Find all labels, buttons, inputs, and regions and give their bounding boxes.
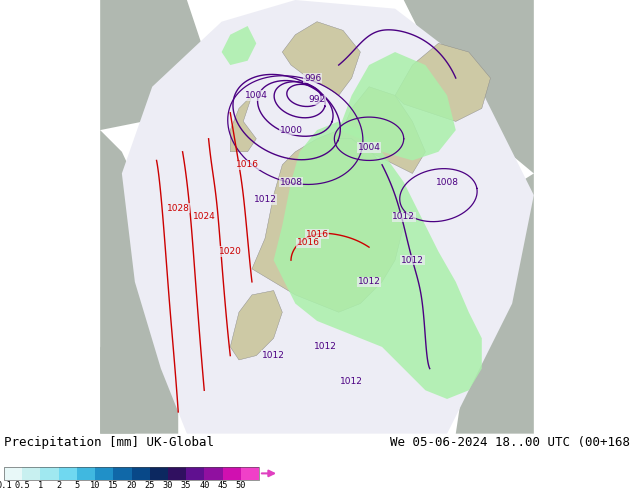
Polygon shape	[395, 44, 491, 122]
Bar	[131, 467, 150, 480]
Bar	[223, 467, 241, 480]
Polygon shape	[339, 52, 456, 160]
Text: 1004: 1004	[245, 91, 268, 100]
Polygon shape	[230, 291, 282, 360]
Polygon shape	[230, 96, 256, 152]
Polygon shape	[456, 173, 534, 434]
Text: 1024: 1024	[193, 212, 216, 221]
Text: 1000: 1000	[280, 125, 302, 135]
Text: 40: 40	[199, 482, 210, 490]
Bar	[113, 467, 131, 480]
Text: 1012: 1012	[392, 212, 415, 221]
Polygon shape	[339, 87, 425, 173]
Text: Precipitation [mm] UK-Global: Precipitation [mm] UK-Global	[4, 436, 214, 449]
Bar	[4, 467, 259, 480]
Bar	[22, 467, 41, 480]
Bar	[4, 467, 22, 480]
Bar	[41, 467, 58, 480]
Text: 0.5: 0.5	[15, 482, 30, 490]
Polygon shape	[282, 22, 360, 96]
Text: 1008: 1008	[280, 178, 302, 187]
Bar	[77, 467, 95, 480]
Text: 1: 1	[38, 482, 43, 490]
Text: 1028: 1028	[167, 204, 190, 213]
Text: 1016: 1016	[236, 160, 259, 169]
Text: 15: 15	[108, 482, 119, 490]
Polygon shape	[222, 26, 256, 65]
Text: 992: 992	[308, 95, 326, 104]
Text: 30: 30	[163, 482, 173, 490]
Text: 25: 25	[145, 482, 155, 490]
Bar	[58, 467, 77, 480]
Bar	[168, 467, 186, 480]
Polygon shape	[404, 0, 534, 173]
Text: 1020: 1020	[219, 247, 242, 256]
Text: We 05-06-2024 18..00 UTC (00+168: We 05-06-2024 18..00 UTC (00+168	[390, 436, 630, 449]
Text: 1012: 1012	[314, 343, 337, 351]
Polygon shape	[100, 347, 135, 434]
Text: 1012: 1012	[358, 277, 380, 286]
Text: 0.1: 0.1	[0, 482, 12, 490]
Polygon shape	[252, 130, 404, 312]
Text: 1012: 1012	[262, 351, 285, 360]
Text: 1012: 1012	[254, 195, 276, 204]
Bar	[150, 467, 168, 480]
Text: 1012: 1012	[340, 377, 363, 386]
Text: 1008: 1008	[436, 178, 458, 187]
Text: 1012: 1012	[401, 256, 424, 265]
Text: 45: 45	[217, 482, 228, 490]
Bar	[241, 467, 259, 480]
Text: 35: 35	[181, 482, 191, 490]
Text: 20: 20	[126, 482, 137, 490]
Text: 10: 10	[90, 482, 100, 490]
Text: 5: 5	[74, 482, 79, 490]
Polygon shape	[122, 0, 534, 434]
Text: 1016: 1016	[297, 238, 320, 247]
Bar	[186, 467, 204, 480]
Text: 1004: 1004	[358, 143, 380, 152]
Bar	[204, 467, 223, 480]
Text: 2: 2	[56, 482, 61, 490]
Polygon shape	[100, 0, 209, 130]
Polygon shape	[274, 122, 482, 399]
Bar	[95, 467, 113, 480]
Text: 996: 996	[304, 74, 321, 82]
Text: 1016: 1016	[306, 230, 328, 239]
Text: 50: 50	[236, 482, 246, 490]
Polygon shape	[100, 130, 178, 434]
